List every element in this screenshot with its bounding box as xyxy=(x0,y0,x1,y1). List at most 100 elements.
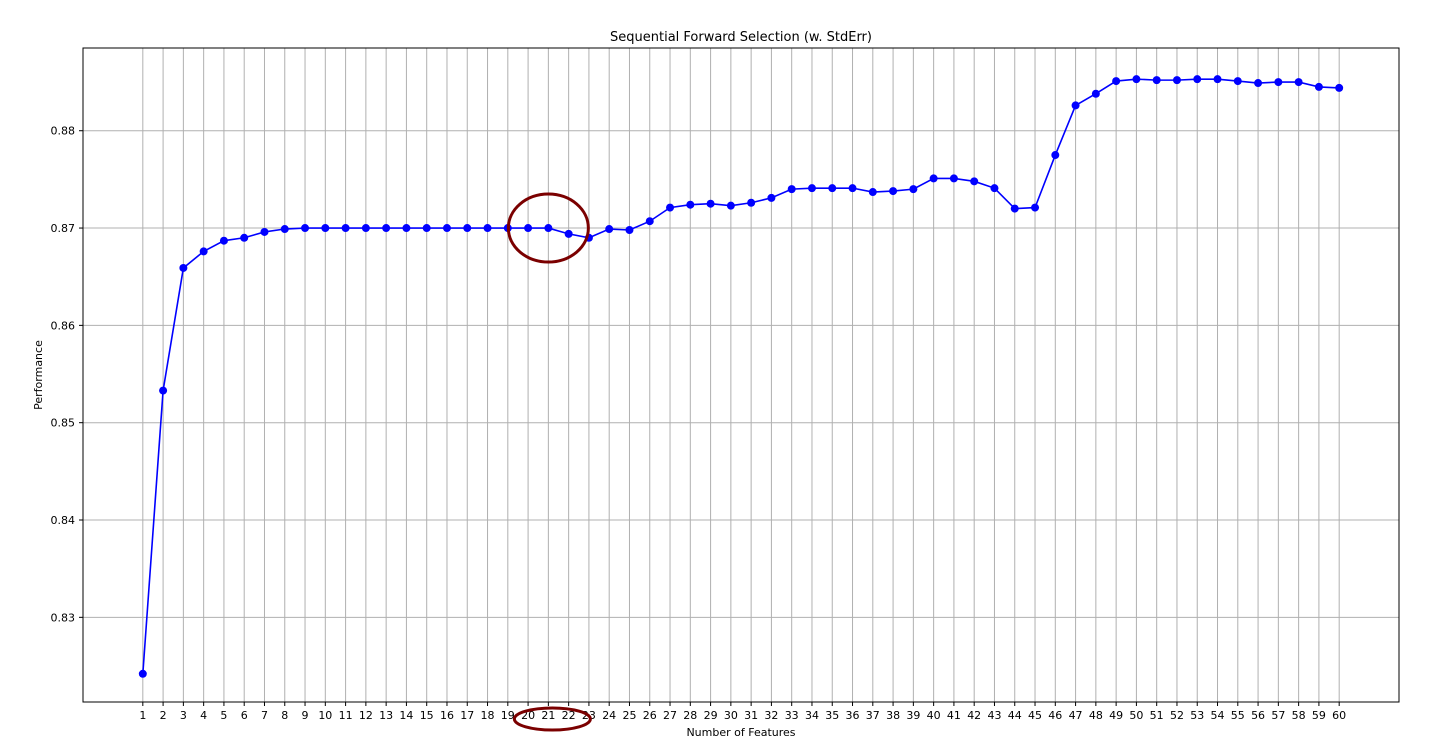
x-tick-label: 37 xyxy=(866,709,880,722)
y-tick-label: 0.84 xyxy=(51,514,76,527)
data-point xyxy=(970,177,979,186)
data-point xyxy=(1314,82,1323,91)
x-tick-label: 58 xyxy=(1292,709,1306,722)
x-tick-label: 52 xyxy=(1170,709,1184,722)
data-point xyxy=(564,229,573,238)
data-point xyxy=(1193,75,1202,84)
data-point xyxy=(321,224,330,233)
x-tick-label: 3 xyxy=(180,709,187,722)
data-point xyxy=(1010,204,1019,213)
data-point xyxy=(828,184,837,193)
data-point xyxy=(605,225,614,234)
data-point xyxy=(1152,76,1161,85)
x-tick-label: 21 xyxy=(541,709,555,722)
x-tick-label: 45 xyxy=(1028,709,1042,722)
series-layer xyxy=(138,75,1344,678)
data-point xyxy=(990,184,999,193)
data-point xyxy=(1213,75,1222,84)
data-point xyxy=(422,224,431,233)
x-tick-label: 55 xyxy=(1231,709,1245,722)
x-tick-label: 33 xyxy=(785,709,799,722)
data-point xyxy=(625,225,634,234)
x-tick-label: 36 xyxy=(846,709,860,722)
data-point xyxy=(1294,78,1303,87)
x-tick-label: 47 xyxy=(1069,709,1083,722)
data-point xyxy=(686,200,695,209)
x-tick-label: 27 xyxy=(663,709,677,722)
data-point xyxy=(706,199,715,208)
data-point xyxy=(280,225,289,234)
x-tick-label: 34 xyxy=(805,709,819,722)
data-point xyxy=(929,174,938,183)
x-tick-label: 60 xyxy=(1332,709,1346,722)
x-tick-label: 13 xyxy=(379,709,393,722)
data-point xyxy=(361,224,370,233)
x-tick-label: 4 xyxy=(200,709,207,722)
data-point xyxy=(1031,203,1040,212)
x-tick-label: 17 xyxy=(460,709,474,722)
x-tick-label: 16 xyxy=(440,709,454,722)
x-tick-label: 14 xyxy=(399,709,413,722)
data-point xyxy=(889,187,898,196)
data-point xyxy=(848,184,857,193)
data-point xyxy=(1335,83,1344,92)
x-tick-label: 12 xyxy=(359,709,373,722)
data-point xyxy=(1172,76,1181,85)
x-tick-label: 6 xyxy=(241,709,248,722)
data-point xyxy=(301,224,310,233)
data-point xyxy=(666,203,675,212)
data-point xyxy=(199,247,208,256)
data-point xyxy=(219,236,228,245)
x-tick-label: 15 xyxy=(420,709,434,722)
x-tick-label: 49 xyxy=(1109,709,1123,722)
data-point xyxy=(868,188,877,197)
x-tick-label: 41 xyxy=(947,709,961,722)
data-point xyxy=(1233,77,1242,86)
data-point xyxy=(138,669,147,678)
ticks: 1 2 3 4 5 6 7 8 9 10 11 12 13 14 15 16 17 18 19 20 21 22 23 24 2… xyxy=(51,125,1347,722)
data-point xyxy=(544,224,553,233)
data-point xyxy=(1132,75,1141,84)
x-tick-label: 8 xyxy=(281,709,288,722)
y-tick-label: 0.85 xyxy=(51,417,76,430)
x-tick-label: 43 xyxy=(987,709,1001,722)
data-point xyxy=(524,224,533,233)
y-tick-label: 0.83 xyxy=(51,611,76,624)
x-tick-label: 46 xyxy=(1048,709,1062,722)
x-tick-label: 28 xyxy=(683,709,697,722)
data-point xyxy=(1051,151,1060,160)
x-tick-label: 7 xyxy=(261,709,268,722)
data-point xyxy=(382,224,391,233)
data-point xyxy=(747,198,756,207)
x-tick-label: 19 xyxy=(501,709,515,722)
data-point xyxy=(1112,77,1121,86)
data-point xyxy=(240,233,249,242)
x-tick-label: 42 xyxy=(967,709,981,722)
data-point xyxy=(442,224,451,233)
x-tick-label: 32 xyxy=(764,709,778,722)
x-tick-label: 56 xyxy=(1251,709,1265,722)
grid xyxy=(83,48,1399,702)
x-tick-label: 44 xyxy=(1008,709,1022,722)
data-point xyxy=(159,386,168,395)
y-tick-label: 0.88 xyxy=(51,125,76,138)
x-tick-label: 39 xyxy=(906,709,920,722)
x-tick-label: 31 xyxy=(744,709,758,722)
x-tick-label: 22 xyxy=(562,709,576,722)
annotations xyxy=(506,192,592,732)
data-point xyxy=(949,174,958,183)
y-axis-label: Performance xyxy=(32,340,45,410)
x-tick-label: 11 xyxy=(339,709,353,722)
x-tick-label: 24 xyxy=(602,709,616,722)
x-tick-label: 26 xyxy=(643,709,657,722)
x-tick-label: 38 xyxy=(886,709,900,722)
y-tick-label: 0.87 xyxy=(51,222,76,235)
data-point xyxy=(726,201,735,210)
x-tick-label: 59 xyxy=(1312,709,1326,722)
x-tick-label: 51 xyxy=(1150,709,1164,722)
series-line xyxy=(142,78,1340,674)
data-point xyxy=(1274,78,1283,87)
x-tick-label: 1 xyxy=(139,709,146,722)
x-tick-label: 18 xyxy=(481,709,495,722)
